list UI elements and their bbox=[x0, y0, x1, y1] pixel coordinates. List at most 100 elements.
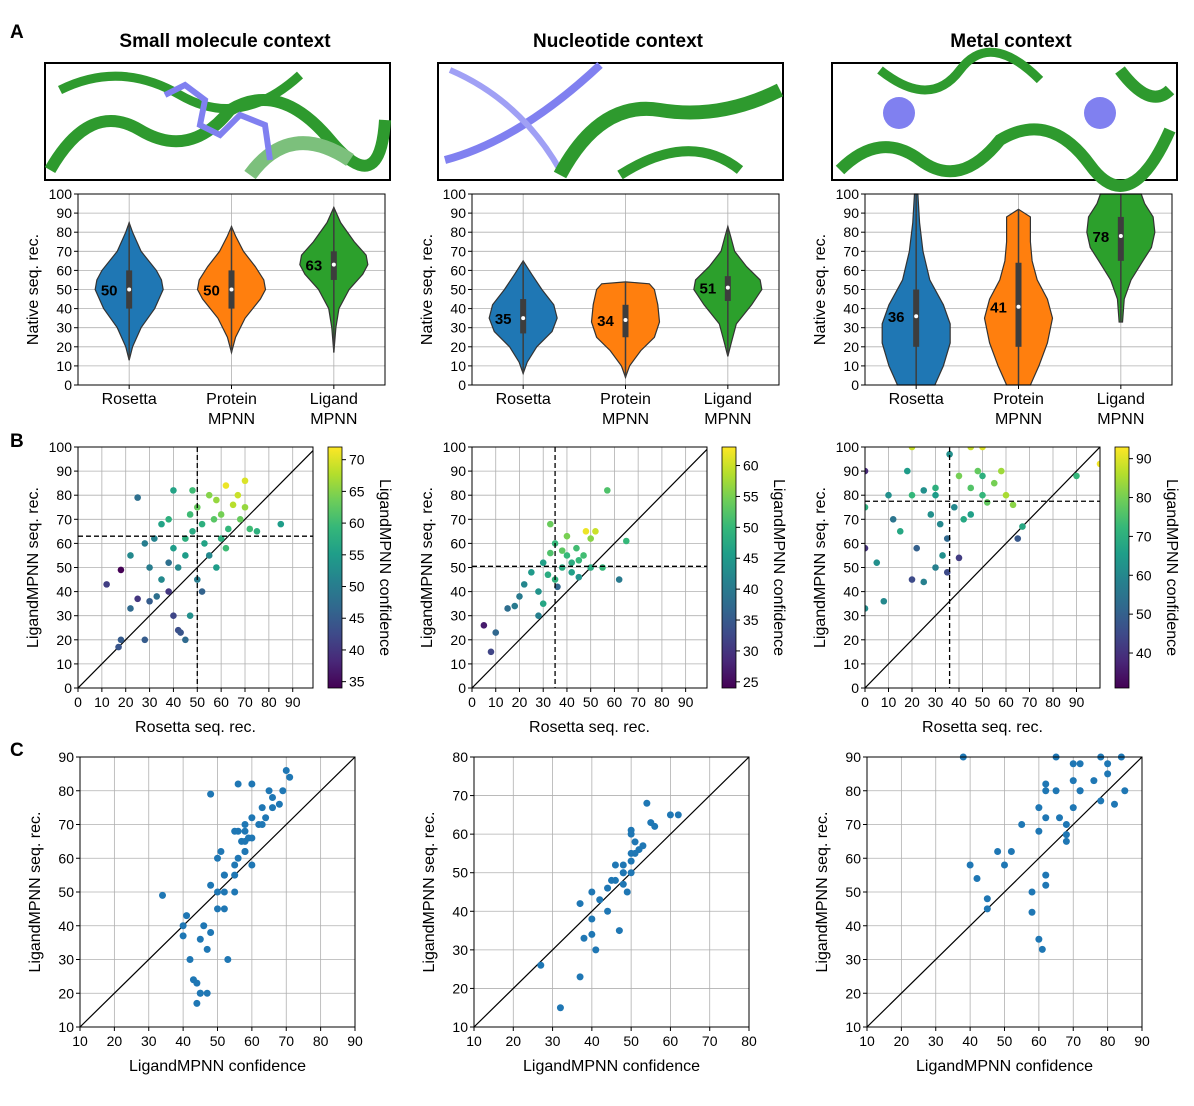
data-point bbox=[865, 605, 869, 612]
y-tick-label: 20 bbox=[845, 985, 861, 1001]
data-point bbox=[651, 822, 659, 830]
median-label: 35 bbox=[495, 311, 512, 328]
y-tick-label: 90 bbox=[843, 205, 859, 221]
data-point bbox=[576, 900, 584, 908]
data-point bbox=[627, 857, 635, 865]
data-point bbox=[920, 578, 928, 586]
data-point bbox=[275, 800, 283, 808]
data-point bbox=[1069, 777, 1077, 785]
median-dot bbox=[1016, 304, 1021, 309]
y-tick-label: 100 bbox=[836, 439, 860, 455]
median-label: 34 bbox=[597, 313, 614, 330]
data-point bbox=[207, 881, 215, 889]
y-tick-label: 60 bbox=[843, 535, 859, 551]
data-point bbox=[619, 861, 627, 869]
data-point bbox=[234, 491, 242, 499]
data-point bbox=[979, 447, 986, 451]
x-axis-label: Rosetta seq. rec. bbox=[135, 719, 256, 736]
y-tick-label: 30 bbox=[56, 608, 72, 624]
data-point bbox=[623, 888, 631, 896]
colorbar-tick-label: 45 bbox=[349, 610, 365, 626]
data-point bbox=[210, 516, 218, 523]
data-point bbox=[1042, 881, 1050, 889]
x-tick-label: 40 bbox=[559, 694, 575, 710]
data-point bbox=[134, 494, 141, 501]
data-point bbox=[936, 520, 944, 528]
data-point bbox=[241, 503, 249, 511]
data-point bbox=[611, 876, 619, 884]
data-point bbox=[269, 804, 276, 812]
data-point bbox=[1062, 821, 1070, 828]
data-point bbox=[1069, 760, 1077, 768]
colorbar bbox=[1114, 446, 1130, 689]
y-tick-label: 10 bbox=[450, 656, 466, 672]
data-point bbox=[998, 467, 1005, 475]
data-point bbox=[1069, 804, 1077, 812]
data-point bbox=[504, 605, 511, 612]
median-dot bbox=[229, 287, 234, 292]
x-tick-label: 80 bbox=[1045, 694, 1061, 710]
y-tick-label: 90 bbox=[56, 463, 72, 479]
y-tick-label: 20 bbox=[56, 339, 72, 355]
y-tick-label: 60 bbox=[58, 850, 74, 866]
data-point bbox=[1028, 908, 1036, 916]
y-tick-label: 90 bbox=[845, 749, 861, 765]
data-point bbox=[1121, 787, 1129, 795]
data-point bbox=[170, 487, 177, 494]
data-point bbox=[994, 848, 1002, 855]
data-point bbox=[1042, 814, 1050, 822]
y-tick-label: 80 bbox=[450, 224, 466, 240]
y-tick-label: 10 bbox=[58, 1019, 74, 1035]
data-point bbox=[908, 491, 916, 499]
data-point bbox=[544, 571, 552, 579]
data-point bbox=[588, 930, 596, 938]
x-tick-label: 20 bbox=[904, 694, 920, 710]
data-point bbox=[222, 482, 230, 489]
data-point bbox=[966, 861, 974, 869]
category-label: Protein bbox=[206, 391, 257, 408]
data-point bbox=[217, 848, 225, 855]
data-point bbox=[599, 564, 606, 571]
data-point bbox=[225, 525, 232, 533]
x-tick-label: 10 bbox=[488, 694, 504, 710]
data-point bbox=[631, 838, 639, 846]
category-label: Ligand bbox=[704, 391, 752, 408]
data-point bbox=[622, 537, 630, 545]
y-tick-label: 70 bbox=[843, 243, 859, 259]
x-tick-label: 70 bbox=[1065, 1033, 1081, 1049]
data-point bbox=[889, 516, 897, 523]
y-tick-label: 90 bbox=[56, 205, 72, 221]
colorbar-tick-label: 60 bbox=[349, 515, 365, 531]
data-point bbox=[115, 643, 122, 651]
data-point bbox=[568, 569, 575, 576]
y-tick-label: 60 bbox=[56, 262, 72, 278]
plot-area bbox=[79, 756, 356, 1028]
data-point bbox=[1076, 760, 1084, 768]
data-point bbox=[203, 945, 211, 953]
category-label: Ligand bbox=[1097, 391, 1145, 408]
y-tick-label: 90 bbox=[843, 463, 859, 479]
data-point bbox=[631, 849, 639, 857]
y-axis-label: Native seq. rec. bbox=[25, 234, 42, 345]
title-small-molecule: Small molecule context bbox=[119, 31, 331, 52]
x-tick-label: 40 bbox=[584, 1033, 600, 1049]
colorbar-tick-label: 70 bbox=[349, 452, 365, 468]
data-point bbox=[1145, 743, 1152, 750]
x-tick-label: 50 bbox=[623, 1033, 639, 1049]
data-point bbox=[182, 552, 189, 559]
y-tick-label: 50 bbox=[843, 282, 859, 298]
colorbar-tick-label: 90 bbox=[1136, 451, 1152, 467]
axes-frame bbox=[864, 446, 1101, 689]
data-point bbox=[262, 814, 270, 822]
data-point bbox=[198, 520, 206, 528]
data-point bbox=[179, 922, 187, 930]
y-tick-label: 80 bbox=[58, 783, 74, 799]
data-point bbox=[186, 612, 194, 619]
data-point bbox=[1035, 827, 1043, 835]
data-point bbox=[604, 884, 612, 892]
data-point bbox=[516, 593, 523, 600]
data-point bbox=[1062, 837, 1070, 845]
data-point bbox=[896, 528, 904, 535]
y-tick-label: 100 bbox=[443, 186, 467, 202]
x-tick-label: 20 bbox=[894, 1033, 910, 1049]
